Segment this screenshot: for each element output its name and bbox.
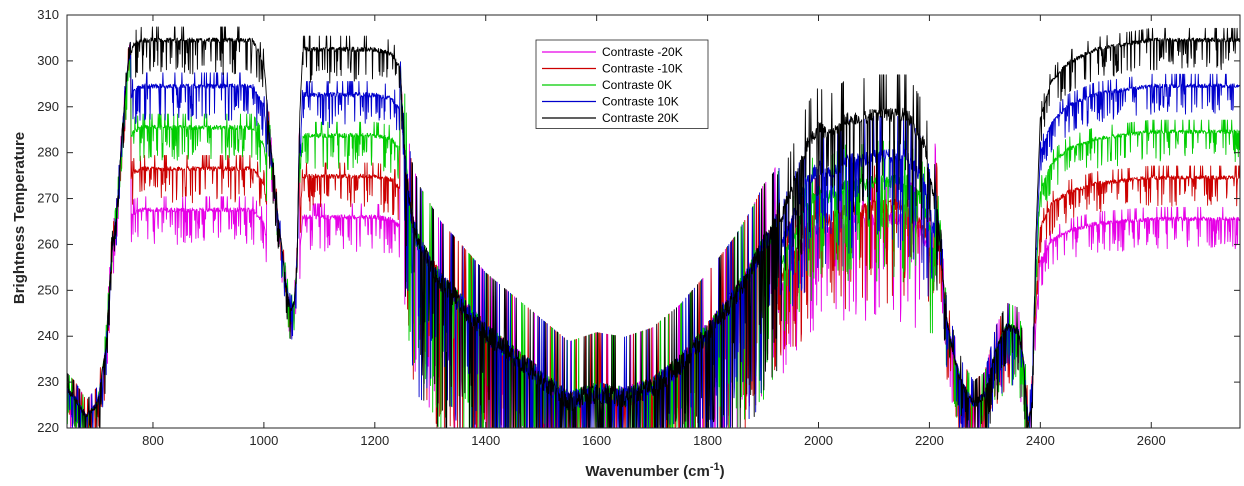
y-tick-label-6: 280 — [37, 145, 59, 160]
y-tick-label-8: 300 — [37, 53, 59, 68]
y-tick-label-2: 240 — [37, 328, 59, 343]
legend-label-1: Contraste -10K — [602, 62, 683, 76]
series-layer — [66, 26, 1241, 428]
x-axis-title-superscript: -1 — [710, 461, 720, 473]
x-tick-label-7: 2200 — [915, 433, 944, 448]
x-tick-label-8: 2400 — [1026, 433, 1055, 448]
x-tick-label-6: 2000 — [804, 433, 833, 448]
x-tick-label-4: 1600 — [582, 433, 611, 448]
x-axis-title-close: ) — [720, 463, 725, 480]
legend-label-4: Contraste 20K — [602, 111, 679, 125]
y-tick-label-1: 230 — [37, 374, 59, 389]
x-tick-label-2: 1200 — [360, 433, 389, 448]
x-tick-label-0: 800 — [142, 433, 164, 448]
x-tick-label-9: 2600 — [1137, 433, 1166, 448]
y-tick-label-3: 250 — [37, 282, 59, 297]
x-tick-label-5: 1800 — [693, 433, 722, 448]
legend-label-2: Contraste 0K — [602, 78, 672, 92]
axes-layer: 800 1000 1200 1400 1600 1800 2000 2200 2400 2600 2… — [37, 7, 1241, 448]
plot-frame — [66, 14, 1241, 429]
series-line-2 — [66, 53, 1241, 428]
legend-label-0: Contraste -20K — [602, 45, 683, 59]
y-tick-label-0: 220 — [37, 420, 59, 435]
y-tick-label-7: 290 — [37, 99, 59, 114]
x-axis-title: Wavenumber (cm-1) — [585, 461, 724, 480]
series-line-4 — [66, 26, 1241, 428]
legend-label-3: Contraste 10K — [602, 95, 679, 109]
y-tick-label-9: 310 — [37, 7, 59, 22]
x-tick-label-3: 1400 — [471, 433, 500, 448]
legend-box — [535, 39, 709, 129]
y-axis-title: Brightness Temperature — [11, 132, 28, 304]
legend: Contraste -20K Contraste -10K Contraste 0K… — [535, 39, 709, 129]
y-tick-label-4: 260 — [37, 236, 59, 251]
y-tick-label-5: 270 — [37, 191, 59, 206]
x-axis-title-main: Wavenumber (cm — [585, 463, 709, 480]
x-tick-label-1: 1000 — [249, 433, 278, 448]
